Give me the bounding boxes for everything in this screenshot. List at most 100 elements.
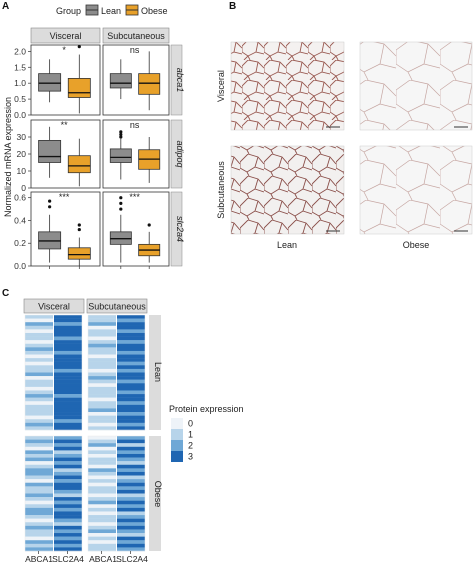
heatmap-cell: [117, 493, 145, 498]
heatmap-cell: [117, 419, 145, 424]
heatmap-cell: [25, 489, 53, 494]
heatmap-cell: [117, 540, 145, 545]
heatmap-cell: [117, 368, 145, 373]
heatmap-cell: [88, 475, 116, 480]
legend-level-label: 1: [188, 430, 193, 440]
heatmap-cell: [117, 361, 145, 366]
heatmap-cell: [54, 376, 82, 380]
heatmap-cell: [117, 379, 145, 384]
heatmap-cell: [117, 376, 145, 380]
heatmap-cell: [25, 475, 53, 480]
heatmap-cell: [25, 390, 53, 395]
heatmap-cell: [88, 332, 116, 337]
outlier-point: [77, 44, 81, 49]
heatmap-cell: [117, 500, 145, 505]
heatmap-cell: [88, 439, 116, 444]
heatmap-cell: [54, 408, 82, 413]
heatmap-cell: [88, 361, 116, 366]
significance-label: ***: [129, 192, 140, 202]
heatmap-cell: [54, 533, 82, 537]
heatmap-cell: [117, 422, 145, 427]
heatmap-cell: [88, 446, 116, 451]
col-label-lean: Lean: [277, 240, 297, 250]
heatmap-cell: [54, 443, 82, 447]
heatmap-cell: [25, 471, 53, 476]
outlier-point: [48, 205, 52, 209]
plot-panel: [30, 191, 101, 267]
heatmap-cell: [54, 401, 82, 406]
heatmap-cell: [117, 358, 145, 362]
heatmap-cell: [25, 318, 53, 323]
heatmap-cell: [54, 358, 82, 362]
heatmap-cell: [54, 322, 82, 326]
heatmap-cell: [117, 408, 145, 413]
box: [109, 148, 132, 163]
heatmap-cell: [54, 536, 82, 541]
heatmap-cell: [54, 450, 82, 455]
y-tick-label: 0.6: [14, 193, 26, 203]
heatmap-cell: [25, 493, 53, 498]
outlier-point: [48, 199, 52, 203]
heatmap-cell: [25, 422, 53, 427]
heatmap-cell: [88, 489, 116, 494]
heatmap-cell: [54, 332, 82, 337]
heatmap-cell: [117, 318, 145, 323]
outlier-point: [77, 223, 81, 227]
heatmap-cell: [88, 515, 116, 519]
heatmap-cell: [88, 318, 116, 323]
heatmap-cell: [54, 500, 82, 505]
y-tick-label: 0: [21, 183, 26, 193]
heatmap-cell: [117, 329, 145, 334]
heatmap-cell: [54, 471, 82, 476]
heatmap-facet-label-visceral: Visceral: [38, 302, 70, 312]
heatmap-cell: [117, 322, 145, 326]
micrograph-subcutaneous-lean: [230, 145, 345, 235]
heatmap-row-strip-lean: [149, 315, 161, 430]
heatmap-cell: [88, 518, 116, 523]
heatmap-cell: [117, 504, 145, 509]
heatmap-cell: [88, 533, 116, 537]
heatmap-cell: [54, 515, 82, 519]
significance-label: ***: [59, 192, 70, 202]
heatmap-cell: [54, 547, 82, 552]
heatmap-cell: [25, 457, 53, 462]
heatmap-cell: [117, 529, 145, 534]
heatmap-cell: [88, 497, 116, 501]
heatmap-cell: [25, 415, 53, 420]
heatmap-cell: [54, 461, 82, 465]
heatmap-cell: [54, 543, 82, 548]
heatmap-cell: [88, 419, 116, 424]
outlier-point: [119, 207, 123, 211]
heatmap-cell: [88, 358, 116, 362]
heatmap-cell: [25, 511, 53, 516]
heatmap-cell: [88, 493, 116, 498]
y-tick-label: 0.5: [14, 94, 26, 104]
heatmap-cell: [54, 453, 82, 458]
heatmap-row-label-lean: Lean: [153, 362, 163, 382]
heatmap-cell: [25, 361, 53, 366]
y-tick-label: 10: [17, 166, 27, 176]
heatmap-cell: [25, 358, 53, 362]
heatmap-cell: [117, 468, 145, 473]
heatmap-cell: [88, 443, 116, 447]
heatmap-cell: [25, 497, 53, 501]
heatmap-cell: [88, 471, 116, 476]
heatmap-cell: [117, 332, 145, 337]
legend-label-lean: Lean: [101, 6, 121, 16]
heatmap-cell: [54, 457, 82, 462]
heatmap-cell: [54, 390, 82, 395]
gene-strip: [170, 44, 183, 116]
heatmap-cell: [54, 422, 82, 427]
micrograph-visceral-obese: [359, 41, 473, 131]
heatmap-cell: [88, 547, 116, 552]
heatmap-cell: [88, 468, 116, 473]
heatmap-cell: [117, 372, 145, 377]
heatmap-cell: [117, 464, 145, 469]
heatmap-cell: [25, 525, 53, 530]
heatmap-cell: [25, 446, 53, 451]
heatmap-cell: [25, 468, 53, 473]
heatmap-cell: [25, 443, 53, 447]
gene-strip: [170, 191, 183, 267]
heatmap-cell: [117, 386, 145, 391]
heatmap-cell: [117, 497, 145, 501]
